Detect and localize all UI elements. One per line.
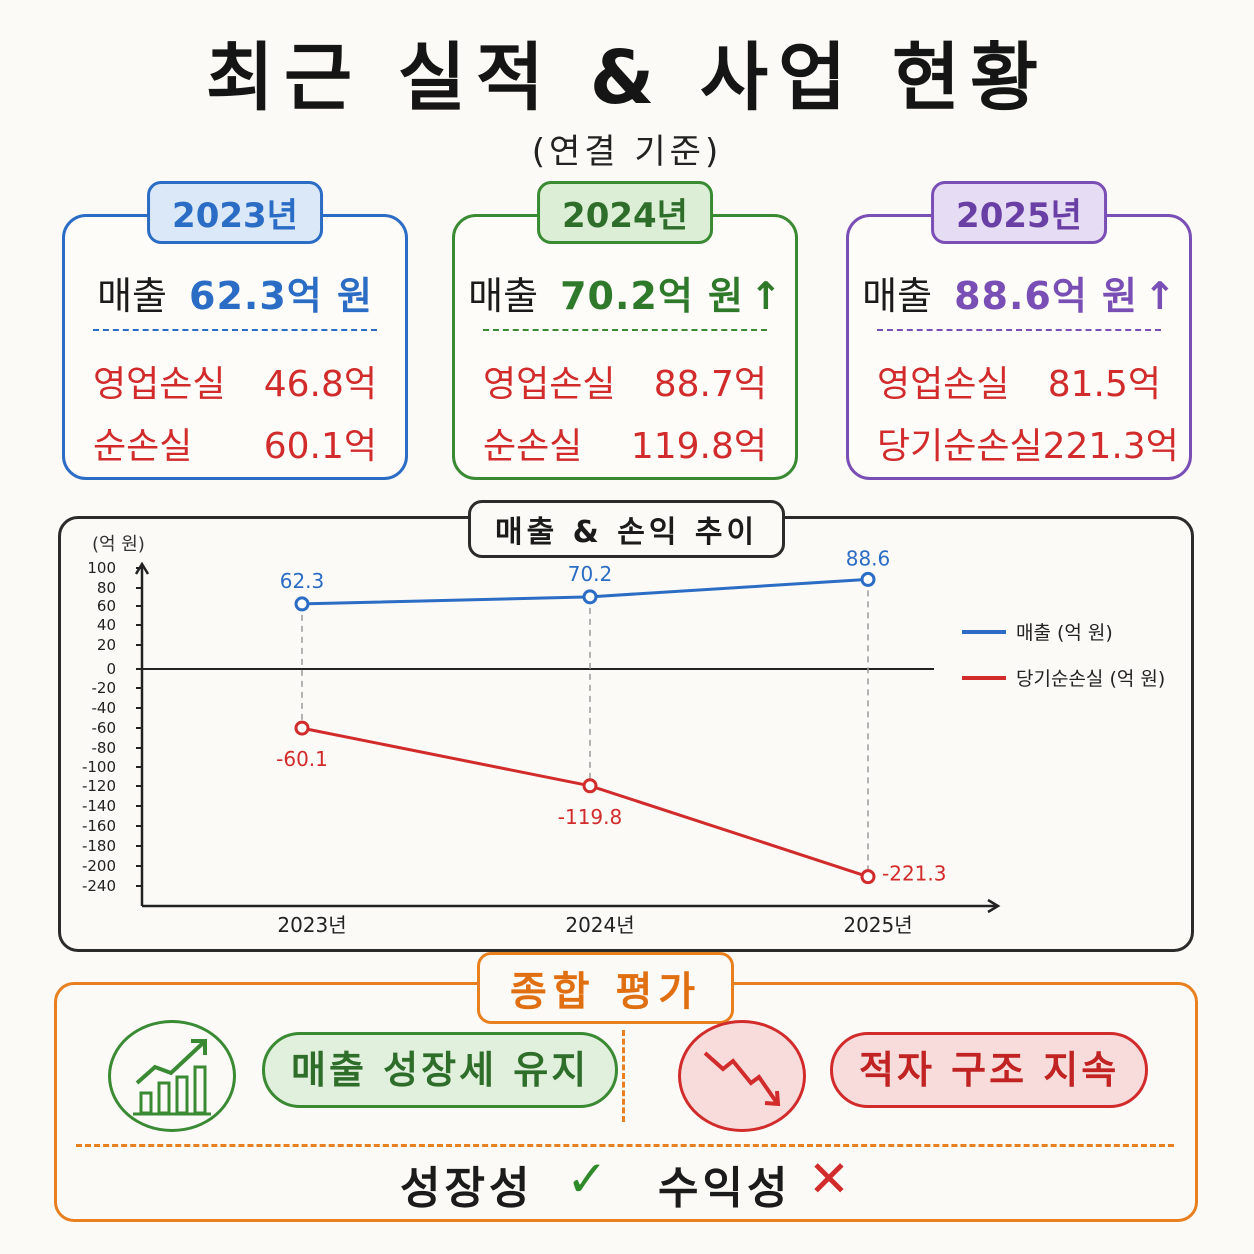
operating-loss-row: 영업손실 81.5억 (877, 355, 1161, 407)
revenue-label: 매출 (468, 274, 539, 318)
x-tick-label: 2023년 (277, 913, 346, 937)
growth-verdict-label: 성장성 (400, 1163, 534, 1214)
revenue-line: 매출 62.3억 원 (65, 265, 405, 320)
data-point (860, 869, 876, 885)
revenue-value: 70.2억 원 (560, 274, 744, 318)
net-loss-row: 당기순손실 221.3억 (877, 417, 1179, 469)
data-label: -221.3 (882, 862, 946, 886)
y-tick-label: -20 (92, 679, 117, 697)
operating-loss-row: 영업손실 46.8억 (93, 355, 377, 407)
page-title: 최근 실적 & 사업 현황 (205, 35, 1049, 121)
data-point (294, 720, 310, 736)
revenue-value: 62.3억 원 (189, 274, 373, 318)
revenue-label: 매출 (862, 274, 933, 318)
up-arrow-icon: ↑ (1144, 274, 1176, 318)
decline-chart-icon (678, 1020, 806, 1132)
y-tick-label: -180 (82, 837, 116, 855)
evaluation-separator (76, 1144, 1174, 1147)
net-loss-row: 순손실 60.1억 (93, 417, 377, 469)
y-tick-label: -40 (92, 699, 117, 717)
operating-loss-row: 영업손실 88.7억 (483, 355, 767, 407)
up-arrow-icon: ↑ (750, 274, 782, 318)
divider (483, 329, 767, 331)
revenue-line: 매출 70.2억 원 ↑ (455, 265, 795, 320)
y-tick-label: 80 (97, 579, 116, 597)
data-label: 88.6 (846, 546, 891, 570)
data-point (860, 571, 876, 587)
row-value: 119.8억 (630, 426, 767, 467)
y-tick-label: 20 (97, 636, 116, 654)
row-label: 영업손실 (93, 364, 226, 405)
chart-title: 매출 & 손익 추이 (468, 500, 786, 558)
card-year-tab: 2024년 (537, 181, 713, 244)
y-tick-label: -60 (92, 719, 117, 737)
deficit-badge: 적자 구조 지속 (830, 1032, 1149, 1108)
revenue-label: 매출 (97, 274, 167, 318)
legend-label: 매출 (억 원) (1016, 622, 1113, 644)
data-label: -60.1 (276, 747, 328, 771)
data-label: -119.8 (558, 805, 622, 829)
series-line (301, 726, 869, 879)
row-value: 60.1억 (263, 426, 377, 467)
y-tick-label: 60 (97, 597, 116, 615)
page-subtitle: (연결 기준) (531, 132, 723, 172)
row-value: 221.3억 (1042, 426, 1179, 467)
y-tick-label: -200 (82, 857, 116, 875)
data-label: 62.3 (280, 569, 325, 593)
y-tick-label: -140 (82, 797, 116, 815)
row-label: 영업손실 (483, 364, 616, 405)
row-label: 순손실 (483, 426, 583, 467)
x-axis-arrow-icon (987, 898, 1001, 914)
data-point (582, 778, 598, 794)
row-value: 46.8억 (263, 364, 377, 405)
row-value: 81.5억 (1047, 364, 1161, 405)
revenue-line: 매출 88.6억 원 ↑ (849, 265, 1189, 320)
data-point (582, 589, 598, 605)
evaluation-title: 종합 평가 (477, 952, 735, 1024)
revenue-value: 88.6억 원 (954, 274, 1138, 318)
row-label: 영업손실 (877, 364, 1010, 405)
revenue-growth-badge: 매출 성장세 유지 (262, 1032, 619, 1108)
row-value: 88.7억 (653, 364, 767, 405)
y-tick-label: -240 (82, 877, 116, 895)
data-point (294, 596, 310, 612)
y-tick-label: -100 (82, 758, 116, 776)
trend-down-icon (703, 1051, 781, 1107)
card-2025: 2025년 매출 88.6억 원 ↑ 영업손실 81.5억 당기순손실 221.3억 (846, 181, 1192, 480)
y-tick-label: 40 (97, 616, 116, 634)
divider (877, 329, 1161, 331)
card-2023: 2023년 매출 62.3억 원 영업손실 46.8억 순손실 60.1억 (62, 181, 408, 480)
divider (93, 329, 377, 331)
bar-growth-icon (133, 1039, 211, 1116)
y-axis-arrow-icon (134, 561, 150, 575)
row-label: 순손실 (93, 426, 193, 467)
y-axis-label: (억 원) (92, 534, 145, 555)
card-year-tab: 2025년 (931, 181, 1107, 244)
evaluation-divider (622, 1030, 625, 1122)
x-tick-label: 2024년 (565, 913, 634, 937)
profit-verdict-label: 수익성 (658, 1163, 792, 1214)
net-loss-row: 순손실 119.8억 (483, 417, 767, 469)
y-tick-label: 0 (106, 660, 116, 678)
cross-icon: ✕ (808, 1150, 850, 1208)
card-2024: 2024년 매출 70.2억 원 ↑ 영업손실 88.7억 순손실 119.8억 (452, 181, 798, 480)
x-tick-label: 2025년 (843, 913, 912, 937)
y-tick-label: -120 (82, 777, 116, 795)
y-tick-label: -160 (82, 817, 116, 835)
legend-label: 당기순손실 (억 원) (1016, 668, 1165, 690)
y-tick-label: -80 (92, 739, 117, 757)
growth-chart-icon (108, 1020, 236, 1132)
card-year-tab: 2023년 (147, 181, 323, 244)
row-label: 당기순손실 (877, 426, 1043, 467)
y-tick-label: 100 (87, 559, 116, 577)
check-icon: ✓ (566, 1150, 608, 1208)
data-label: 70.2 (568, 562, 613, 586)
